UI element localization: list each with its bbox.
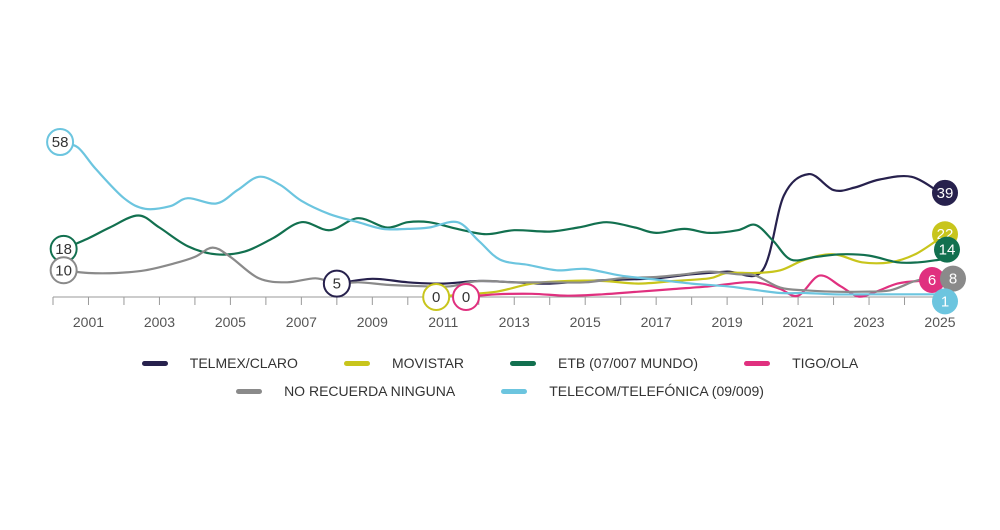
end-value-label: 1 (941, 293, 949, 310)
end-value-circle (934, 236, 960, 263)
legend-label-telecom: TELECOM/TELEFÓNICA (09/009) (549, 383, 764, 399)
series-line (435, 237, 942, 299)
start-value-marker: 10 (49, 256, 78, 285)
legend-label-etb: ETB (07/007 MUNDO) (558, 355, 699, 371)
legend-row-1: TELMEX/CLARO MOVISTAR ETB (07/007 MUNDO)… (0, 355, 1000, 371)
x-tick-label: 2011 (428, 314, 458, 330)
end-value-label: 14 (939, 242, 956, 259)
start-value-circle (49, 256, 78, 285)
legend-item-etb: ETB (07/007 MUNDO) (510, 355, 698, 371)
legend-swatch-tigo (744, 360, 771, 366)
line-chart: 2001 2003 2005 2007 2009 2011 2013 2015 2017 2019… (46, 128, 966, 330)
start-value-label: 5 (333, 276, 341, 293)
legend: TELMEX/CLARO MOVISTAR ETB (07/007 MUNDO)… (0, 355, 1000, 411)
x-tick-label: 2023 (853, 314, 884, 330)
legend-item-telmex: TELMEX/CLARO (141, 355, 298, 371)
start-value-circle (322, 269, 351, 298)
start-value-marker: 0 (422, 283, 451, 311)
legend-row-2: NO RECUERDA NINGUNA TELECOM/TELEFÓNICA (… (0, 383, 1000, 399)
series-line (59, 141, 942, 296)
end-value-marker: 39 (932, 179, 958, 206)
end-value-circle (932, 179, 958, 206)
x-tick-label: 2013 (499, 314, 530, 330)
end-value-marker: 1 (932, 288, 958, 315)
series-line (62, 214, 942, 264)
legend-item-telecom: TELECOM/TELEFÓNICA (09/009) (501, 383, 764, 399)
x-tick-label: 2005 (215, 314, 246, 330)
x-tick-label: 2003 (144, 314, 175, 330)
x-tick-label: 2001 (73, 314, 104, 330)
legend-label-movistar: MOVISTAR (391, 355, 465, 371)
x-axis: 2001 2003 2005 2007 2009 2011 2013 2015 2017 2019… (52, 296, 956, 330)
end-value-circle (932, 288, 958, 315)
start-value-label: 0 (432, 289, 440, 306)
end-value-marker: 8 (940, 265, 966, 292)
legend-swatch-movistar (343, 360, 370, 366)
legend-item-tigo: TIGO/OLA (744, 355, 858, 371)
end-value-circle (940, 265, 966, 292)
series-lines (59, 141, 942, 299)
end-value-marker: 14 (934, 236, 960, 263)
series-line (62, 246, 942, 293)
legend-item-movistar: MOVISTAR (343, 355, 465, 371)
start-value-marker: 5 (322, 269, 351, 298)
legend-swatch-no-recuerda (236, 388, 263, 394)
end-value-label: 8 (949, 271, 957, 288)
end-value-circle (919, 266, 945, 293)
start-value-marker: 0 (452, 283, 481, 311)
x-tick-label: 2021 (783, 314, 814, 330)
start-value-label: 18 (55, 241, 72, 258)
x-tick-label: 2019 (712, 314, 743, 330)
start-value-circle (422, 283, 451, 311)
x-tick-label: 2025 (924, 314, 955, 330)
start-value-marker: 58 (46, 128, 75, 157)
legend-item-no-recuerda: NO RECUERDA NINGUNA (236, 383, 455, 399)
start-value-circle (452, 283, 481, 311)
x-tick-label: 2015 (570, 314, 601, 330)
end-value-marker: 6 (919, 266, 945, 293)
legend-label-no-recuerda: NO RECUERDA NINGUNA (284, 383, 456, 399)
start-value-circle (46, 128, 75, 157)
legend-swatch-telecom (501, 388, 528, 394)
x-tick-label: 2017 (641, 314, 672, 330)
legend-label-telmex: TELMEX/CLARO (189, 355, 298, 371)
end-value-label: 39 (937, 185, 954, 202)
end-value-label: 6 (928, 272, 936, 289)
start-value-label: 0 (462, 289, 470, 306)
legend-label-tigo: TIGO/OLA (792, 355, 859, 371)
x-tick-label: 2009 (357, 314, 388, 330)
start-value-label: 58 (52, 134, 69, 151)
start-value-label: 10 (55, 262, 72, 279)
legend-swatch-telmex (141, 360, 168, 366)
legend-swatch-etb (510, 360, 537, 366)
x-tick-label: 2007 (286, 314, 317, 330)
